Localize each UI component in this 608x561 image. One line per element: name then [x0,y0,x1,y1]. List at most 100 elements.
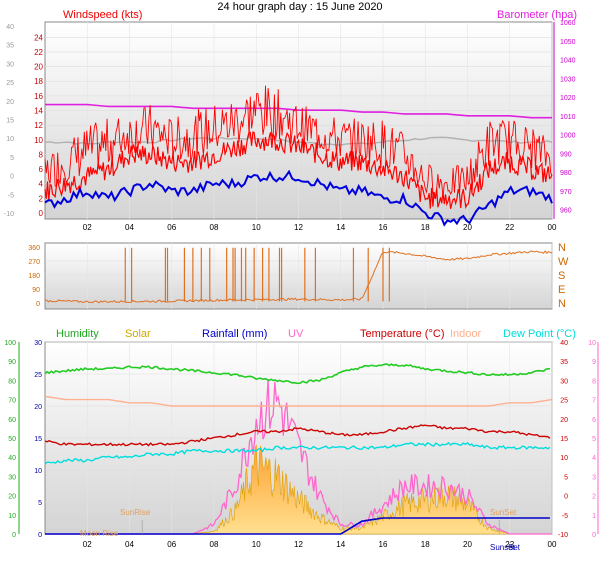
outer-tick-label: 10 [6,136,14,143]
direction-tick-label: 90 [32,287,40,294]
sunset-label: SunSet [490,508,517,517]
x-tick-label: 00 [548,223,557,232]
solar-legend: Solar [125,328,151,340]
windspeed-line [44,131,553,210]
direction-tick-label: 180 [28,273,40,280]
outer-tick-label: -10 [4,211,14,218]
humidity-tick-label: 40 [8,455,16,462]
baro-tick-label: 990 [560,151,572,158]
temp-right-tick-label: 20 [560,417,568,424]
baro-tick-label: 1030 [560,76,576,83]
x-tick-label: 08 [210,223,219,232]
wind-tick-label: 6 [39,165,44,174]
x-tick-label: 04 [125,540,134,549]
x-tick-label: 22 [505,223,514,232]
x-tick-label: 18 [421,223,430,232]
direction-tick-label: 270 [28,259,40,266]
temp-right-tick-label: 10 [560,455,568,462]
temp-right-tick-label: -10 [558,532,568,539]
windspeed-legend: Windspeed (kts) [63,9,142,21]
baro-tick-label: 1020 [560,95,576,102]
outer-tick-label: -5 [8,192,14,199]
temp-right-tick-label: 40 [560,340,568,347]
outer-tick-label: 25 [6,80,14,87]
uv-tick-label: 6 [592,417,596,424]
wind-tick-label: 20 [34,63,43,72]
temp-tick-label: 15 [34,436,42,443]
wind-tick-label: 16 [34,92,43,101]
uv-tick-label: 4 [592,455,596,462]
uv-tick-label: 3 [592,474,596,481]
wind-tick-label: 4 [39,180,44,189]
wind-tick-label: 24 [34,33,43,42]
wind-tick-label: 8 [39,150,44,159]
wind-tick-label: 14 [34,107,43,116]
wind-tick-label: 0 [39,209,44,218]
x-tick-label: 12 [294,540,303,549]
uv-tick-label: 9 [592,359,596,366]
temp-tick-label: 25 [34,372,42,379]
outer-tick-label: 15 [6,118,14,125]
temp-tick-label: 5 [38,500,42,507]
uv-tick-label: 7 [592,398,596,405]
wind-tick-label: 10 [34,136,43,145]
outer-tick-label: 0 [10,174,14,181]
baro-tick-label: 1000 [560,133,576,140]
rainfall-legend: Rainfall (mm) [202,328,267,340]
humidity-tick-label: 60 [8,417,16,424]
temp-tick-label: 30 [34,340,42,347]
baro-tick-label: 1050 [560,39,576,46]
baro-tick-label: 1060 [560,20,576,27]
uv-tick-label: 0 [592,532,596,539]
moonrise-label: Moon Rise [80,529,119,538]
set-axis-label: Set [508,543,521,552]
temp-right-tick-label: 30 [560,378,568,385]
x-tick-label: 12 [294,223,303,232]
humidity-line [44,363,550,385]
baro-tick-label: 970 [560,189,572,196]
wind-tick-label: 12 [34,121,43,130]
humidity-tick-label: 10 [8,513,16,520]
x-tick-label: 18 [421,540,430,549]
x-tick-label: 08 [210,540,219,549]
gust-line [44,85,553,199]
dewpoint-legend: Dew Point (°C) [503,328,576,340]
temp-right-tick-label: 35 [560,359,568,366]
x-tick-label: 20 [463,540,472,549]
x-tick-label: 06 [167,223,176,232]
rainfall-line [45,517,550,535]
humidity-tick-label: 100 [4,340,16,347]
uv-tick-label: 5 [592,436,596,443]
indoor-line [44,395,553,407]
baro-tick-label: 980 [560,170,572,177]
average-wind-line [44,169,553,227]
x-tick-label: 06 [167,540,176,549]
x-tick-label: 14 [336,540,345,549]
wind-tick-label: 18 [34,77,43,86]
outer-tick-label: 30 [6,61,14,68]
dewpoint-line [44,441,551,465]
temp-right-tick-label: 25 [560,398,568,405]
x-tick-label: 10 [252,540,261,549]
temp-tick-label: 0 [38,532,42,539]
x-tick-label: 04 [125,223,134,232]
x-tick-label: 00 [548,540,557,549]
compass-label: W [558,256,569,268]
temperature-legend: Temperature (°C) [360,328,444,340]
outer-tick-label: 20 [6,99,14,106]
compass-label: N [558,242,566,254]
temp-right-tick-label: 15 [560,436,568,443]
compass-label: S [558,270,565,282]
uv-tick-label: 8 [592,378,596,385]
humidity-tick-label: 20 [8,494,16,501]
humidity-tick-label: 0 [12,532,16,539]
x-tick-label: 14 [336,223,345,232]
baro-tick-label: 1010 [560,114,576,121]
uv-tick-label: 10 [588,340,596,347]
uv-legend: UV [288,328,304,340]
x-tick-label: 02 [83,540,92,549]
x-tick-label: 20 [463,223,472,232]
humidity-legend: Humidity [56,328,99,340]
barometer-line [45,103,552,119]
